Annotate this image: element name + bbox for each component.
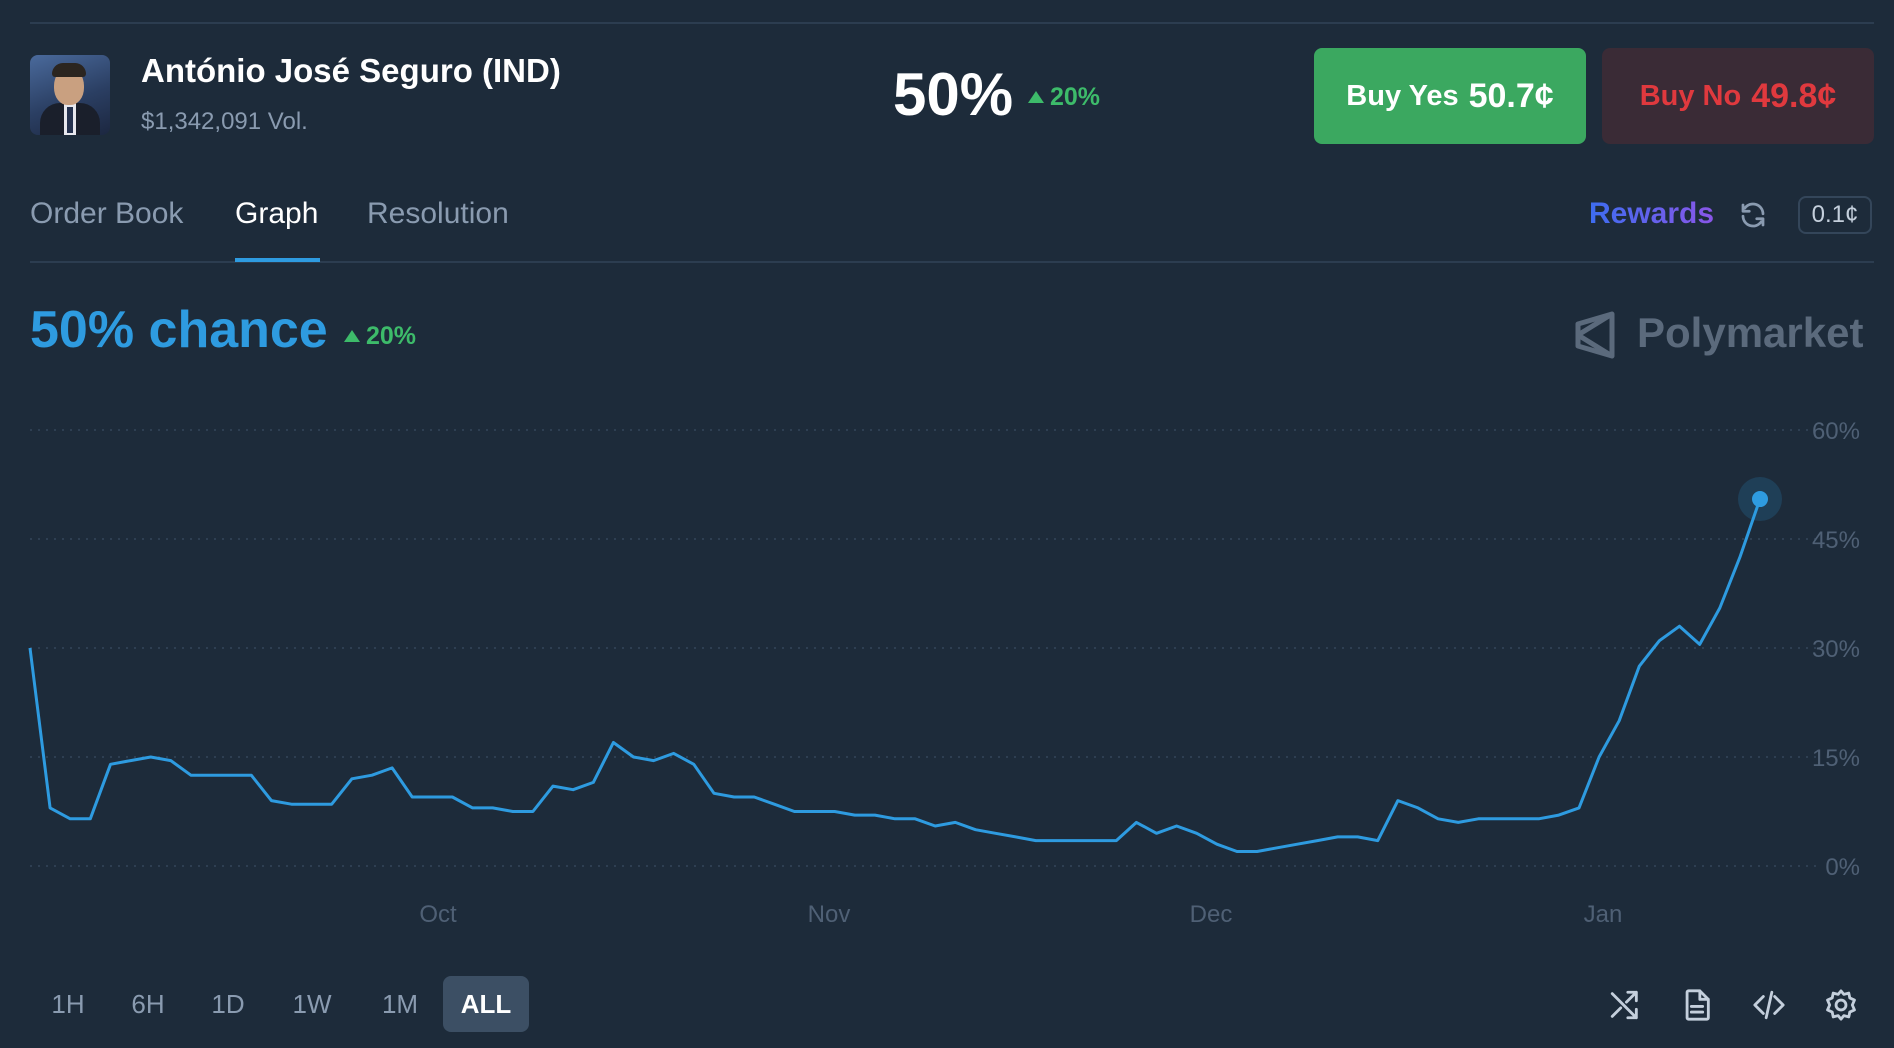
x-tick-label: Dec bbox=[1190, 901, 1233, 928]
active-tab-indicator bbox=[235, 258, 320, 262]
candidate-avatar bbox=[30, 55, 110, 135]
x-tick-label: Nov bbox=[808, 901, 851, 928]
buy-no-label: Buy No bbox=[1639, 79, 1742, 112]
chart-change: 20% bbox=[344, 322, 416, 351]
probability-change-value: 20% bbox=[1050, 83, 1101, 111]
x-tick-label: Jan bbox=[1584, 901, 1623, 928]
buy-no-button[interactable]: Buy No 49.8¢ bbox=[1602, 48, 1874, 144]
market-title: António José Seguro (IND) bbox=[141, 52, 561, 89]
settings-icon[interactable] bbox=[1824, 988, 1858, 1022]
tab-resolution[interactable]: Resolution bbox=[367, 197, 509, 230]
price-chart[interactable]: 0% 15% 30% 45% 60% Oct Nov Dec Jan bbox=[0, 400, 1894, 940]
chart-grid bbox=[30, 429, 1820, 867]
code-icon[interactable] bbox=[1752, 988, 1786, 1022]
chart-change-value: 20% bbox=[366, 322, 417, 350]
probability-change: 20% bbox=[1028, 83, 1100, 112]
range-1h[interactable]: 1H bbox=[51, 988, 85, 1019]
last-point-marker bbox=[1752, 491, 1768, 508]
top-divider bbox=[30, 22, 1874, 24]
range-1w[interactable]: 1W bbox=[292, 988, 332, 1019]
shuffle-icon[interactable] bbox=[1608, 988, 1642, 1022]
buy-no-price: 49.8¢ bbox=[1751, 76, 1837, 115]
y-tick-label: 30% bbox=[1812, 636, 1860, 663]
range-1d[interactable]: 1D bbox=[211, 988, 245, 1019]
buy-yes-button[interactable]: Buy Yes 50.7¢ bbox=[1314, 48, 1586, 144]
x-tick-label: Oct bbox=[419, 901, 457, 928]
buy-yes-price: 50.7¢ bbox=[1468, 76, 1554, 115]
tab-graph[interactable]: Graph bbox=[235, 197, 319, 230]
y-tick-label: 15% bbox=[1812, 745, 1860, 772]
y-tick-label: 45% bbox=[1812, 527, 1860, 554]
range-all[interactable]: ALL bbox=[443, 976, 529, 1032]
up-arrow-icon bbox=[1028, 91, 1044, 103]
range-1m[interactable]: 1M bbox=[381, 988, 419, 1019]
probability-line bbox=[28, 498, 1762, 853]
polymarket-brand: Polymarket bbox=[1637, 309, 1864, 356]
probability-value: 50% bbox=[893, 61, 1014, 128]
y-axis: 0% 15% 30% 45% 60% bbox=[1812, 418, 1860, 881]
up-arrow-icon bbox=[344, 330, 360, 342]
chart-chance: 50% chance bbox=[30, 301, 328, 359]
y-tick-label: 60% bbox=[1812, 418, 1860, 445]
buy-yes-label: Buy Yes bbox=[1346, 79, 1459, 112]
tick-size-button[interactable]: 0.1¢ bbox=[1798, 196, 1872, 234]
x-axis: Oct Nov Dec Jan bbox=[419, 901, 1622, 928]
tab-order-book[interactable]: Order Book bbox=[30, 197, 184, 230]
y-tick-label: 0% bbox=[1825, 854, 1860, 881]
range-6h[interactable]: 6H bbox=[131, 988, 165, 1019]
document-icon[interactable] bbox=[1680, 988, 1714, 1022]
market-volume: $1,342,091 Vol. bbox=[141, 108, 308, 135]
rewards-link[interactable]: Rewards bbox=[1589, 197, 1715, 230]
tabs-divider bbox=[30, 261, 1874, 263]
refresh-icon[interactable] bbox=[1738, 200, 1768, 230]
polymarket-logo-icon bbox=[1575, 311, 1615, 359]
